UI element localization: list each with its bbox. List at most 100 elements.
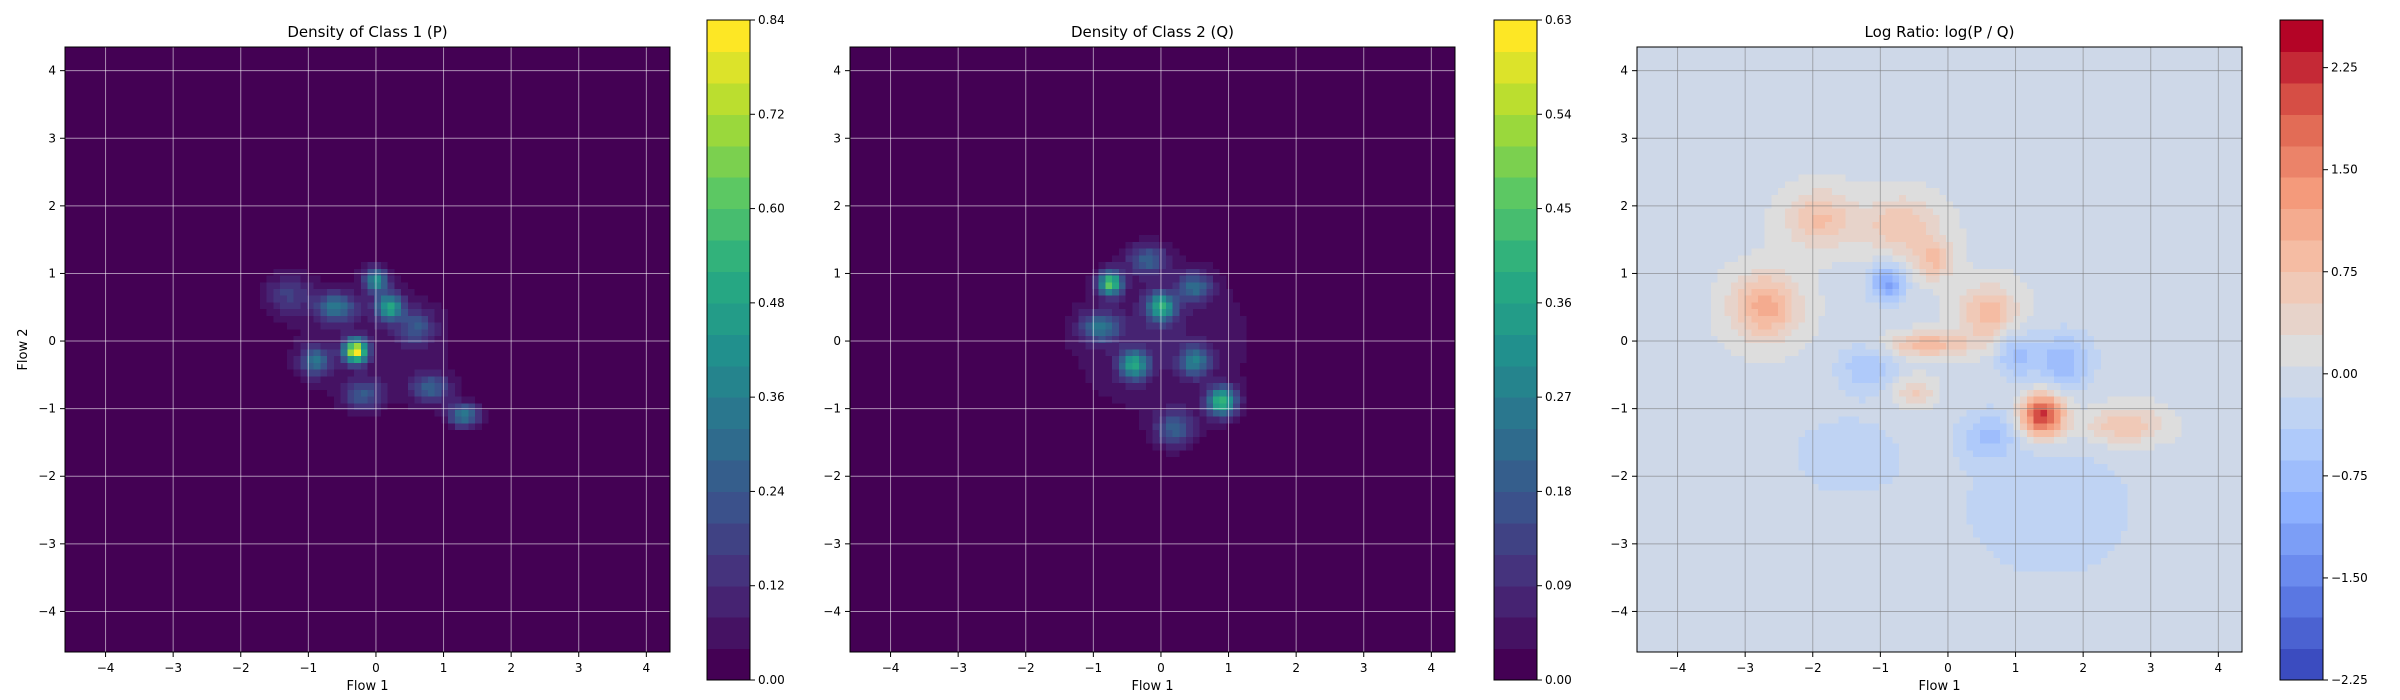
heatmap-cell	[421, 611, 429, 619]
heatmap-cell	[85, 315, 93, 324]
heatmap-cell	[118, 463, 127, 472]
heatmap-cell	[233, 114, 241, 122]
heatmap-cell	[273, 215, 281, 223]
heatmap-cell	[98, 342, 106, 351]
heatmap-cell	[219, 295, 227, 304]
heatmap-cell	[192, 127, 201, 135]
heatmap-cell	[347, 362, 355, 371]
heatmap-cell	[360, 517, 369, 525]
heatmap-cell	[259, 221, 268, 230]
heatmap-cell	[239, 221, 248, 230]
heatmap-cell	[206, 342, 214, 351]
heatmap-cell	[125, 557, 133, 566]
heatmap-cell	[172, 557, 180, 566]
heatmap-cell	[266, 147, 274, 156]
heatmap-cell	[239, 531, 248, 539]
heatmap-cell	[414, 477, 422, 485]
heatmap-cell	[347, 356, 355, 364]
heatmap-cell	[192, 362, 201, 371]
heatmap-cell	[401, 591, 409, 599]
heatmap-cell	[233, 349, 241, 357]
heatmap-cell	[347, 645, 355, 653]
heatmap-cell	[78, 470, 86, 478]
heatmap-cell	[394, 504, 402, 512]
heatmap-cell	[165, 362, 174, 371]
heatmap-cell	[380, 268, 389, 277]
heatmap-cell	[125, 396, 133, 404]
heatmap-cell	[71, 241, 80, 250]
heatmap-cell	[327, 295, 335, 304]
heatmap-cell	[212, 483, 221, 492]
heatmap-cell	[246, 483, 254, 492]
heatmap-cell	[98, 329, 106, 337]
heatmap-cell	[246, 436, 254, 445]
heatmap-cell	[320, 638, 328, 646]
heatmap-cell	[407, 504, 416, 512]
heatmap-cell	[239, 47, 248, 55]
heatmap-cell	[327, 302, 335, 310]
heatmap-cell	[112, 376, 120, 384]
heatmap-cell	[118, 389, 127, 398]
heatmap-cell	[125, 423, 133, 431]
heatmap-cell	[125, 127, 133, 135]
heatmap-cell	[428, 73, 436, 82]
heatmap-cell	[159, 275, 167, 283]
heatmap-cell	[293, 141, 301, 149]
heatmap-cell	[98, 430, 106, 438]
heatmap-cell	[320, 322, 328, 330]
heatmap-cell	[219, 127, 227, 135]
heatmap-cell	[407, 578, 416, 586]
heatmap-cell	[239, 53, 248, 62]
heatmap-cell	[414, 611, 422, 619]
heatmap-cell	[233, 618, 241, 626]
heatmap-cell	[138, 483, 147, 492]
heatmap-cell	[387, 80, 395, 88]
heatmap-cell	[159, 302, 167, 310]
heatmap-cell	[165, 430, 174, 438]
heatmap-cell	[112, 551, 120, 559]
heatmap-cell	[239, 497, 248, 505]
heatmap-cell	[428, 80, 436, 88]
heatmap-cell	[387, 450, 395, 458]
heatmap-cell	[286, 389, 295, 398]
heatmap-cell	[199, 416, 207, 425]
heatmap-cell	[65, 208, 73, 216]
heatmap-cell	[233, 94, 241, 102]
heatmap-cell	[71, 268, 80, 277]
heatmap-cell	[360, 564, 369, 572]
heatmap-cell	[239, 154, 248, 162]
heatmap-cell	[212, 147, 221, 156]
heatmap-cell	[219, 87, 227, 95]
heatmap-cell	[401, 309, 409, 317]
heatmap-cell	[85, 389, 93, 398]
heatmap-cell	[78, 423, 86, 431]
heatmap-cell	[118, 329, 127, 337]
heatmap-cell	[226, 53, 234, 62]
heatmap-cell	[112, 463, 120, 472]
heatmap-cell	[212, 100, 221, 109]
heatmap-cell	[91, 463, 100, 472]
heatmap-cell	[421, 443, 429, 451]
heatmap-cell	[394, 60, 402, 68]
heatmap-cell	[132, 248, 140, 256]
heatmap-cell	[159, 73, 167, 82]
heatmap-cell	[199, 248, 207, 256]
heatmap-cell	[125, 564, 133, 572]
heatmap-cell	[233, 194, 241, 203]
heatmap-cell	[347, 107, 355, 115]
heatmap-cell	[112, 53, 120, 62]
heatmap-cell	[239, 383, 248, 391]
heatmap-cell	[152, 376, 160, 384]
heatmap-cell	[421, 336, 429, 344]
heatmap-cell	[138, 262, 147, 270]
heatmap-cell	[434, 215, 443, 223]
heatmap-cell	[340, 450, 348, 458]
heatmap-cell	[165, 208, 174, 216]
heatmap-cell	[266, 235, 274, 243]
heatmap-cell	[179, 215, 187, 223]
heatmap-cell	[98, 618, 106, 626]
heatmap-cell	[71, 127, 80, 135]
heatmap-cell	[179, 362, 187, 371]
heatmap-cell	[78, 490, 86, 498]
heatmap-cell	[333, 60, 342, 68]
